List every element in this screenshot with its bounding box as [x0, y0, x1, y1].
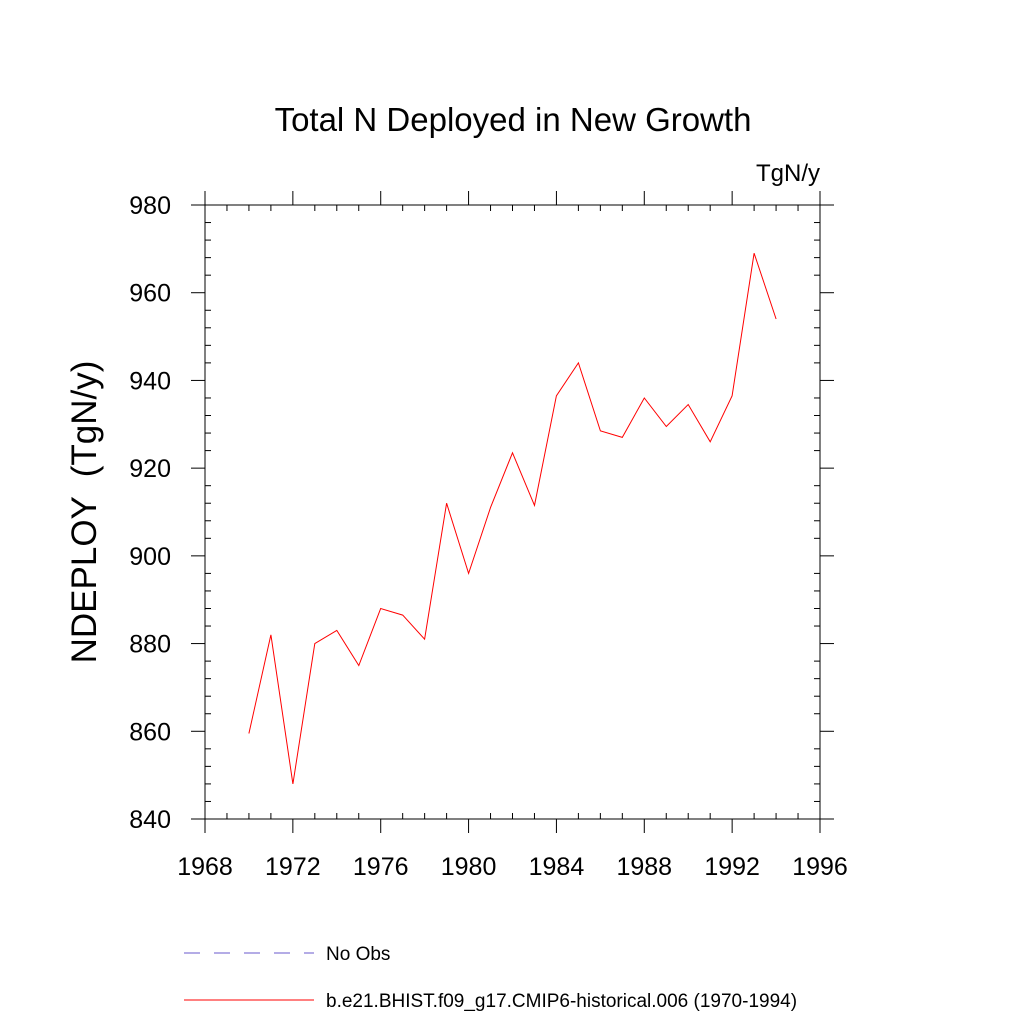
x-tick-label: 1976: [353, 853, 409, 881]
x-tick-label: 1988: [616, 853, 672, 881]
legend: No Obs b.e21.BHIST.f09_g17.CMIP6-historic…: [184, 944, 797, 1012]
y-axis-label: NDEPLOY (TgN/y): [65, 361, 104, 664]
x-tick-label: 1984: [529, 853, 585, 881]
x-tick-label: 1996: [792, 853, 848, 881]
tick-labels: 1968 1972 1976 1980 1984 1988 1992 1996 840 860 88…: [129, 192, 848, 881]
plot-frame: [204, 204, 821, 820]
y-tick-label: 900: [129, 543, 171, 571]
y-tick-label: 960: [129, 280, 171, 308]
legend-label: b.e21.BHIST.f09_g17.CMIP6-historical.006…: [326, 991, 797, 1012]
y-tick-label: 940: [129, 367, 171, 395]
x-tick-label: 1980: [441, 853, 497, 881]
x-tick-label: 1992: [704, 853, 760, 881]
axis-ticks: [191, 191, 834, 833]
y-tick-label: 840: [129, 806, 171, 834]
y-tick-label: 920: [129, 455, 171, 483]
y-tick-label: 880: [129, 631, 171, 659]
legend-label: No Obs: [326, 944, 390, 965]
units-label: TgN/y: [756, 160, 820, 187]
chart-title: Total N Deployed in New Growth: [275, 101, 752, 138]
x-tick-label: 1968: [177, 853, 233, 881]
series-group: [248, 253, 777, 784]
y-tick-label: 980: [129, 192, 171, 220]
y-tick-label: 860: [129, 718, 171, 746]
x-tick-label: 1972: [265, 853, 321, 881]
series-line: [248, 253, 777, 784]
